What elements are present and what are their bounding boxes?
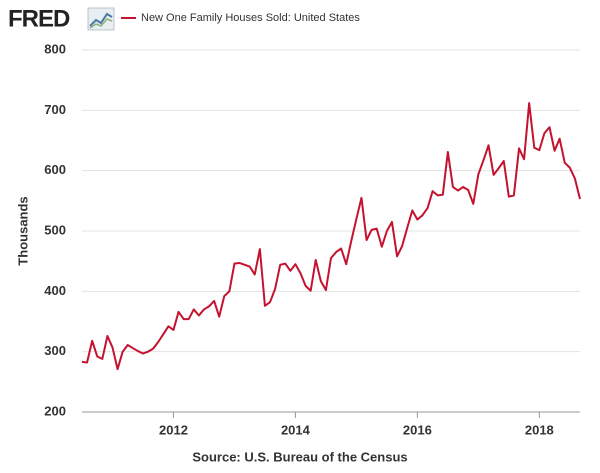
y-tick-label: 300: [44, 343, 66, 358]
x-tick-label: 2016: [403, 422, 432, 437]
y-tick-label: 500: [44, 222, 66, 237]
legend-label: New One Family Houses Sold: United State…: [141, 12, 360, 24]
x-tick-label: 2018: [525, 422, 554, 437]
y-tick-label: 700: [44, 102, 66, 117]
series-line: [81, 102, 581, 371]
y-tick-label: 400: [44, 283, 66, 298]
y-axis-label: Thousands: [15, 196, 30, 265]
x-tick-label: 2014: [281, 422, 311, 437]
x-tick-label: 2012: [159, 422, 188, 437]
source: Source: U.S. Bureau of the Census: [192, 449, 407, 464]
y-tick-label: 800: [44, 41, 66, 56]
brand: FRED: [8, 5, 70, 32]
y-tick-label: 200: [44, 403, 66, 418]
y-tick-label: 600: [44, 162, 66, 177]
brand-icon: [87, 7, 115, 31]
